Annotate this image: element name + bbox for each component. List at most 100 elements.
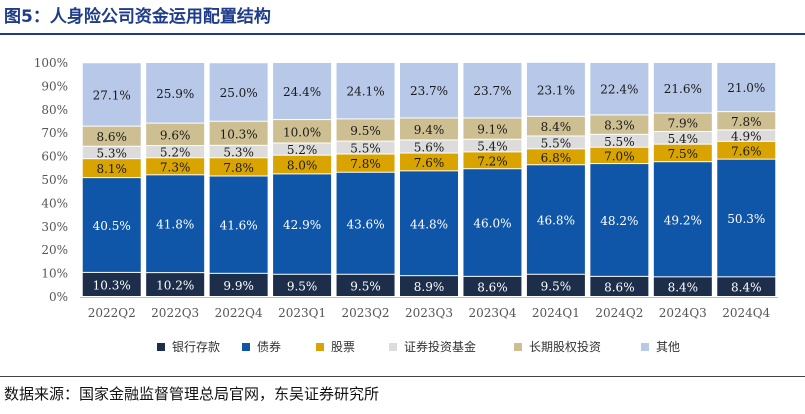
data-label: 9.6% bbox=[160, 128, 191, 142]
bar-segment bbox=[653, 144, 712, 162]
bar-segment bbox=[653, 132, 712, 144]
data-label: 5.6% bbox=[414, 141, 445, 155]
data-label: 5.3% bbox=[223, 146, 254, 160]
bar-segment bbox=[209, 121, 268, 145]
data-label: 23.7% bbox=[473, 84, 511, 98]
x-tick-label: 2023Q1 bbox=[278, 306, 326, 320]
bar-segment bbox=[273, 63, 332, 120]
data-label: 7.8% bbox=[350, 157, 381, 171]
bar-segment bbox=[209, 158, 268, 176]
data-label: 7.2% bbox=[477, 154, 508, 168]
data-label: 5.3% bbox=[96, 146, 127, 160]
data-label: 7.6% bbox=[414, 156, 445, 170]
data-label: 7.6% bbox=[731, 144, 762, 158]
data-label: 21.0% bbox=[727, 81, 765, 95]
data-label: 8.4% bbox=[541, 120, 572, 134]
bar-segment bbox=[526, 62, 585, 116]
bar-segment bbox=[463, 118, 522, 139]
bar-segment bbox=[463, 152, 522, 169]
data-label: 9.5% bbox=[350, 279, 381, 293]
data-label: 24.4% bbox=[283, 85, 321, 99]
data-label: 8.9% bbox=[414, 280, 445, 294]
data-label: 21.6% bbox=[664, 82, 702, 96]
data-label: 5.5% bbox=[604, 135, 635, 149]
data-label: 40.5% bbox=[93, 219, 131, 233]
data-label: 9.4% bbox=[414, 123, 445, 137]
data-label: 48.2% bbox=[600, 214, 638, 228]
bar-segment bbox=[717, 141, 776, 159]
bar-segment bbox=[82, 126, 141, 146]
data-label: 41.8% bbox=[156, 218, 194, 232]
bar-segment bbox=[146, 63, 205, 123]
bar-segment bbox=[209, 63, 268, 121]
data-label: 9.5% bbox=[350, 124, 381, 138]
data-label: 41.6% bbox=[220, 219, 258, 233]
bar-segment bbox=[717, 130, 776, 141]
data-label: 8.6% bbox=[604, 280, 635, 294]
bar-segment bbox=[590, 147, 649, 164]
data-label: 8.3% bbox=[604, 119, 635, 133]
bar-segment bbox=[400, 171, 458, 276]
legend-swatch bbox=[316, 343, 324, 351]
bar-segment bbox=[590, 134, 649, 147]
data-label: 9.1% bbox=[477, 123, 508, 137]
data-label: 5.4% bbox=[477, 140, 508, 154]
bar-segment bbox=[336, 141, 395, 154]
bar-segment bbox=[209, 176, 268, 273]
x-tick-label: 2022Q3 bbox=[151, 306, 199, 320]
legend-label: 股票 bbox=[331, 340, 355, 354]
bar-segment bbox=[336, 63, 395, 119]
data-label: 4.9% bbox=[731, 130, 762, 144]
bar-segment bbox=[273, 274, 332, 296]
legend-label: 证券投资基金 bbox=[404, 339, 476, 354]
x-tick-label: 2022Q2 bbox=[88, 306, 136, 320]
y-tick-label: 80% bbox=[41, 103, 68, 117]
data-label: 10.0% bbox=[283, 125, 321, 139]
bar-segment bbox=[653, 63, 712, 113]
data-label: 8.1% bbox=[96, 162, 127, 176]
bar-segment bbox=[336, 154, 395, 172]
bar-segment bbox=[717, 112, 776, 130]
data-label: 43.6% bbox=[346, 217, 384, 231]
bar-segment bbox=[400, 153, 458, 171]
data-label: 44.8% bbox=[410, 217, 448, 231]
legend-swatch bbox=[389, 343, 397, 351]
y-tick-label: 10% bbox=[41, 267, 68, 281]
bar-segment bbox=[400, 63, 458, 118]
bar-segment bbox=[526, 136, 585, 149]
bar-segment bbox=[717, 277, 776, 296]
bar-segment bbox=[400, 276, 458, 296]
data-label: 7.8% bbox=[731, 115, 762, 129]
data-label: 7.5% bbox=[668, 147, 699, 161]
data-label: 49.2% bbox=[664, 213, 702, 227]
data-label: 24.1% bbox=[346, 85, 384, 99]
data-label: 5.5% bbox=[350, 142, 381, 156]
bar-segment bbox=[146, 146, 205, 158]
bar-segment bbox=[209, 273, 268, 296]
data-label: 7.3% bbox=[160, 160, 191, 174]
bar-segment bbox=[400, 140, 458, 153]
x-tick-label: 2024Q3 bbox=[659, 306, 707, 320]
y-tick-label: 50% bbox=[41, 173, 68, 187]
bar-segment bbox=[82, 272, 141, 296]
bar-segment bbox=[336, 274, 395, 296]
stacked-bar-chart: 0% 10% 20% 30% 40% 50% 60% 70% 80% 90% 100% 10.3% 40… bbox=[34, 56, 778, 354]
x-tick-label: 2023Q3 bbox=[405, 306, 453, 320]
bar-segment bbox=[463, 139, 522, 152]
data-label: 8.4% bbox=[668, 281, 699, 295]
data-label: 8.4% bbox=[731, 281, 762, 295]
y-tick-label: 60% bbox=[41, 150, 68, 164]
bar-segment bbox=[526, 116, 585, 136]
bar-segment bbox=[82, 146, 141, 159]
bar-segment bbox=[146, 158, 205, 175]
data-label: 27.1% bbox=[93, 88, 131, 102]
bar-segment bbox=[717, 159, 776, 277]
data-label: 9.5% bbox=[541, 279, 572, 293]
title-divider bbox=[0, 33, 805, 35]
data-label: 8.6% bbox=[96, 130, 127, 144]
legend-swatch bbox=[514, 343, 522, 351]
bar-segment bbox=[82, 178, 141, 272]
chart-title: 图5：人身险公司资金运用配置结构 bbox=[4, 7, 271, 27]
y-tick-label: 20% bbox=[41, 243, 68, 257]
bar-segment bbox=[273, 143, 332, 155]
